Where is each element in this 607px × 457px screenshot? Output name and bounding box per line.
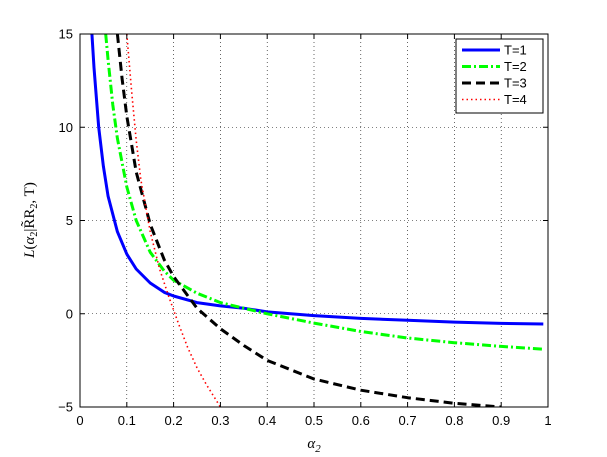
series-line-t2 <box>104 34 544 351</box>
y-axis-label: L(α2|R̃R2, T) <box>21 182 40 259</box>
x-tick-label: 0.8 <box>445 413 463 428</box>
x-tick-label: 1 <box>544 413 551 428</box>
x-tick-label: 0.7 <box>399 413 417 428</box>
y-tick-label: 0 <box>66 306 73 321</box>
legend-label-t4: T=4 <box>504 92 527 107</box>
y-tick-label: 15 <box>59 27 73 42</box>
x-tick-label: 0 <box>76 413 83 428</box>
legend-label-t3: T=3 <box>504 76 527 91</box>
x-tick-label: 0.3 <box>211 413 229 428</box>
x-tick-label: 0.5 <box>305 413 323 428</box>
x-tick-label: 0.6 <box>352 413 370 428</box>
y-tick-label: −5 <box>58 400 73 415</box>
y-tick-label: 10 <box>59 120 73 135</box>
legend-label-t2: T=2 <box>504 59 527 74</box>
svg-text:L(α2|R̃R2, T): L(α2|R̃R2, T) <box>21 182 40 259</box>
x-tick-label: 0.2 <box>165 413 183 428</box>
legend: T=1T=2 T=3T=4 <box>455 38 544 114</box>
x-tick-label: 0.1 <box>118 413 136 428</box>
x-axis-label: α2 <box>307 436 321 455</box>
x-tick-label: 0.4 <box>258 413 276 428</box>
x-tick-label: 0.9 <box>492 413 510 428</box>
y-tick-label: 5 <box>66 213 73 228</box>
legend-label-t1: T=1 <box>504 43 527 58</box>
series-line-t1 <box>90 34 544 326</box>
series-layer <box>90 34 544 407</box>
